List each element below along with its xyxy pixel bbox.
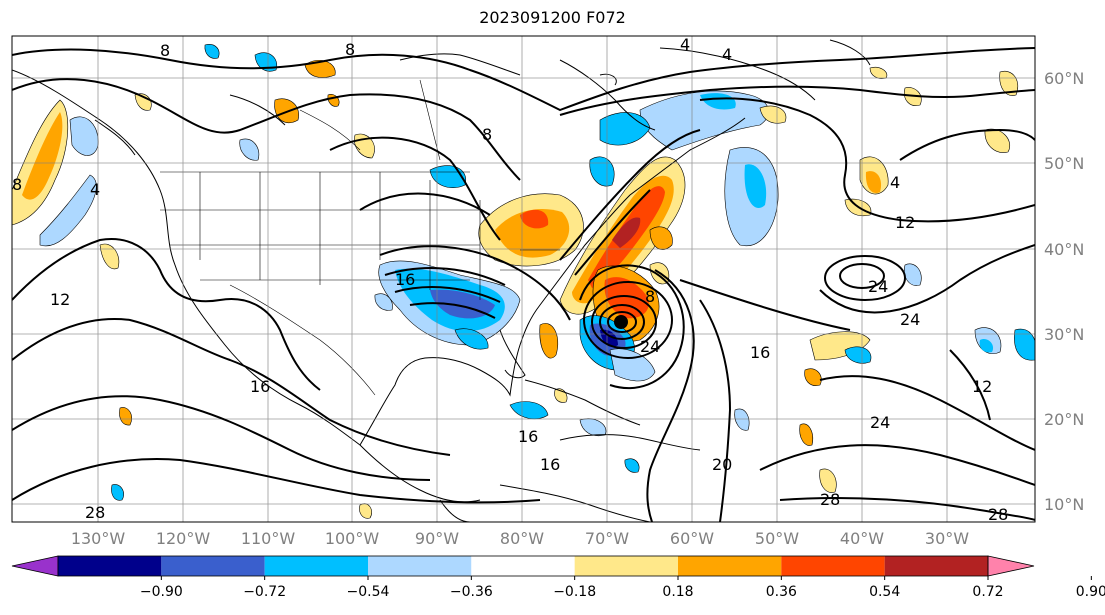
lon-label: 80°W: [500, 529, 544, 548]
contour-label: 24: [640, 337, 660, 356]
contour-label: 24: [868, 277, 888, 296]
contour-label: 16: [250, 377, 270, 396]
lon-label: 30°W: [925, 529, 969, 548]
lat-label: 30°N: [1044, 325, 1084, 344]
colorbar: −0.90 −0.72 −0.54 −0.36 −0.18 0.18 0.36 0.54 0.7…: [11, 555, 1105, 600]
contour-label: 4: [90, 180, 100, 199]
contour-label: 16: [395, 270, 415, 289]
colorbar-tick-label: 0.36: [766, 584, 797, 600]
colorbar-swatch: [471, 556, 575, 576]
colorbar-tick-label: 0.90: [1076, 584, 1105, 600]
colorbar-min-arrow: [11, 555, 59, 577]
lon-label: 120°W: [156, 529, 211, 548]
colorbar-swatch: [161, 556, 265, 576]
colorbar-tick-label: 0.72: [972, 584, 1003, 600]
colorbar-swatch: [368, 556, 472, 576]
contour-label: 12: [895, 213, 915, 232]
latitude-labels: 60°N 50°N 40°N 30°N 20°N 10°N: [1044, 69, 1084, 514]
lon-label: 130°W: [71, 529, 126, 548]
plot-border: [11, 35, 1036, 523]
contour-label: 8: [645, 287, 655, 306]
contour-label: 4: [680, 35, 690, 54]
colorbar-swatch: [58, 556, 162, 576]
lat-label: 40°N: [1044, 240, 1084, 259]
lon-label: 110°W: [241, 529, 296, 548]
contour-label: 8: [482, 125, 492, 144]
lat-label: 60°N: [1044, 69, 1084, 88]
contour-label: 12: [50, 290, 70, 309]
lon-label: 60°W: [670, 529, 714, 548]
lat-label: 10°N: [1044, 495, 1084, 514]
contour-label: 28: [820, 490, 840, 509]
contour-label: 8: [160, 41, 170, 60]
lon-label: 100°W: [325, 529, 380, 548]
colorbar-tick-label: −0.72: [243, 584, 286, 600]
colorbar-swatch: [781, 556, 885, 576]
colorbar-tick-label: 0.18: [662, 584, 693, 600]
colorbar-tick-label: −0.36: [450, 584, 493, 600]
colorbar-tick-label: −0.18: [553, 584, 596, 600]
colorbar-swatch: [264, 556, 368, 576]
contour-label-group: 8 4 4 8 8 4 12 8 4 12 16 16 24 16 24 20 …: [12, 35, 1008, 524]
lat-label: 20°N: [1044, 410, 1084, 429]
contour-label: 20: [712, 455, 732, 474]
contour-label: 4: [890, 173, 900, 192]
colorbar-max-arrow: [987, 555, 1035, 577]
contour-label: 16: [540, 455, 560, 474]
colorbar-tick-label: −0.54: [347, 584, 390, 600]
colorbar-swatch: [678, 556, 782, 576]
contour-label: 12: [972, 377, 992, 396]
map-title: 2023091200 F072: [479, 8, 626, 27]
lon-label: 50°W: [755, 529, 799, 548]
lon-label: 40°W: [840, 529, 884, 548]
lat-label: 50°N: [1044, 154, 1084, 173]
political-borders: [160, 79, 560, 396]
lon-label: 70°W: [585, 529, 629, 548]
contour-lines: [12, 47, 1035, 522]
storm-center: [614, 315, 628, 329]
graticule: [12, 36, 1035, 522]
contour-label: 24: [900, 310, 920, 329]
lon-label: 90°W: [415, 529, 459, 548]
colorbar-swatch: [884, 556, 988, 576]
colorbar-tick-label: −0.90: [140, 584, 183, 600]
contour-label: 28: [988, 505, 1008, 524]
contour-label: 24: [870, 413, 890, 432]
contour-label: 8: [345, 40, 355, 59]
colorbar-tick-label: 0.54: [869, 584, 900, 600]
contour-label: 8: [12, 175, 22, 194]
contour-label: 16: [518, 427, 538, 446]
colorbar-swatch: [574, 556, 678, 576]
longitude-labels: 130°W 120°W 110°W 100°W 90°W 80°W 70°W 6…: [71, 529, 969, 548]
contour-label: 4: [722, 45, 732, 64]
contour-label: 16: [750, 343, 770, 362]
contour-label: 28: [85, 503, 105, 522]
